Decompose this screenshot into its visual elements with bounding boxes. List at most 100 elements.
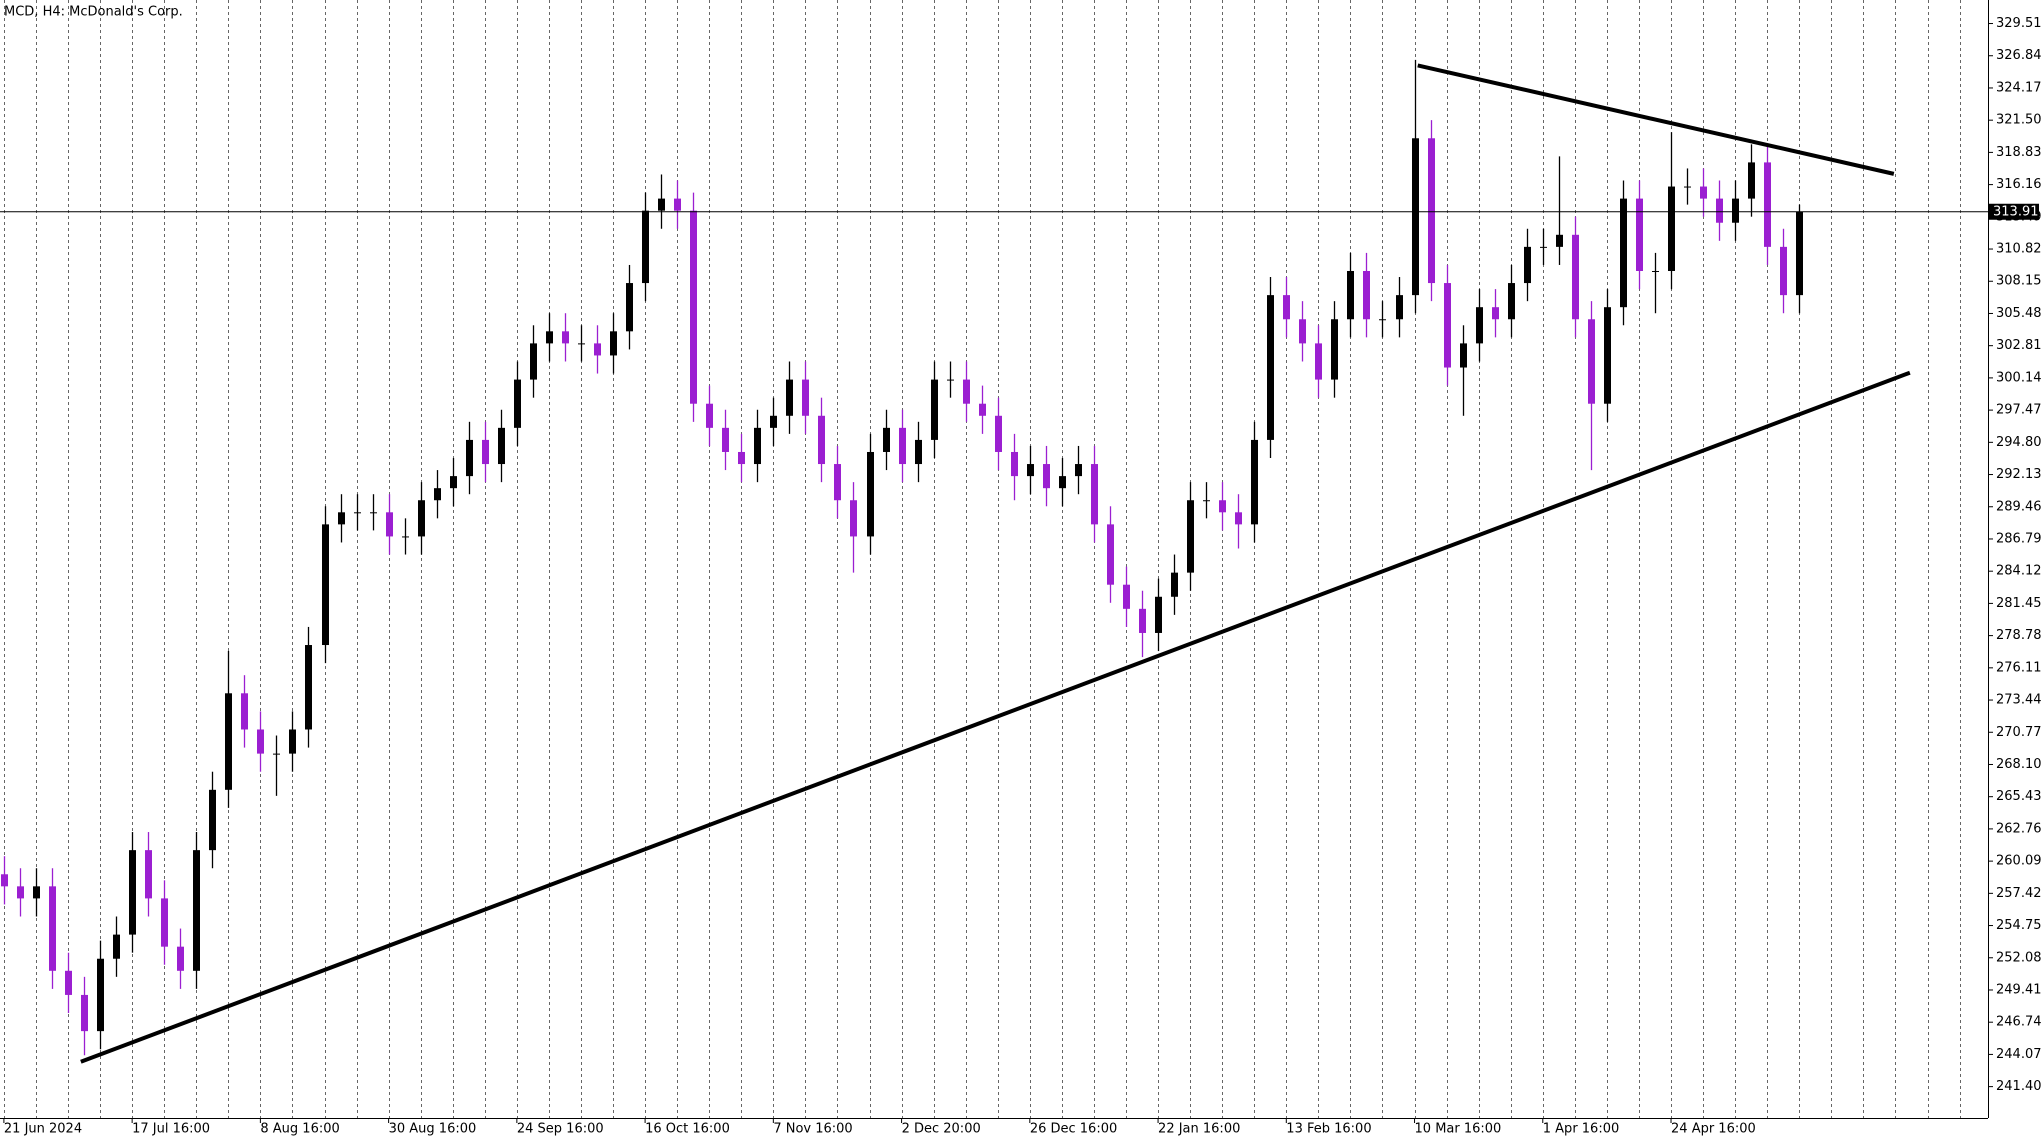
candle-body [33,886,40,899]
candle-body [1027,464,1034,477]
candle-body [450,476,457,489]
y-tick-label: 257.42 [1996,886,2041,901]
candle-body [834,464,841,501]
candle-body [1267,295,1274,440]
chart-title: MCD, H4: McDonald's Corp. [4,5,183,20]
x-tick-label: 1 Apr 16:00 [1543,1122,1620,1137]
candle-body [979,403,986,416]
candle-body [1187,500,1194,573]
candle-body [1171,572,1178,597]
y-tick-label: 289.46 [1996,499,2041,514]
candle-body [738,451,745,465]
candle-body [1764,162,1771,247]
y-tick-label: 326.84 [1996,48,2041,63]
trendline [80,370,1911,1064]
candle-body [65,970,72,995]
candle-body [1652,270,1659,272]
candle-body [1572,234,1579,320]
candle-body [1059,476,1066,489]
y-tick-label: 241.40 [1996,1079,2041,1094]
y-tick-label: 310.82 [1996,242,2041,257]
y-tick-label: 284.12 [1996,564,2041,579]
y-tick-label: 308.15 [1996,274,2041,289]
candle-body [370,512,377,514]
y-tick-label: 262.76 [1996,821,2041,836]
candle-body [915,439,922,465]
candle-body [802,379,809,416]
y-tick-label: 246.74 [1996,1015,2041,1030]
candle-body [754,427,761,465]
candle-body [225,693,232,790]
candle-body [867,451,874,537]
candle-body [209,789,216,851]
candle-body [770,415,777,428]
y-tick-label: 318.83 [1996,145,2041,160]
y-tick-label: 278.78 [1996,628,2041,643]
x-tick-label: 26 Dec 16:00 [1030,1122,1117,1137]
candle-body [257,729,264,754]
candle-body [354,512,361,514]
candle-body [1508,283,1515,320]
y-tick-label: 273.44 [1996,693,2041,708]
last-price-label: 313.91 [1993,204,2039,219]
candle-body [610,331,617,356]
y-tick-label: 286.79 [1996,531,2041,546]
y-tick-label: 292.13 [1996,467,2041,482]
candle-body [289,729,296,754]
candle-body [1412,138,1419,296]
candle-body [241,693,248,730]
candle-body [1251,439,1258,525]
y-tick-label: 260.09 [1996,854,2041,869]
candle-body [1235,512,1242,525]
candle-body [1091,464,1098,525]
candle-body [1620,198,1627,308]
y-tick-label: 252.08 [1996,950,2041,965]
candle-body [1444,283,1451,368]
candle-body [17,886,24,899]
candle-body [322,524,329,646]
candle-body [1428,138,1435,284]
y-tick-label: 281.45 [1996,596,2041,611]
last-price-box [1989,203,2039,220]
candle-body [434,488,441,501]
y-tick-label: 294.80 [1996,435,2041,450]
x-tick-label: 2 Dec 20:00 [902,1122,981,1137]
candle-body [145,850,152,899]
candle-body [1588,319,1595,404]
candle-body [1524,246,1531,284]
candle-body [1668,186,1675,271]
candle-body [722,427,729,452]
candle-body [642,210,649,284]
candle-body [1331,319,1338,380]
y-tick-label: 300.14 [1996,370,2041,385]
candle-body [1203,500,1210,502]
candle-body [1556,234,1563,247]
x-tick-label: 8 Aug 16:00 [260,1122,339,1137]
y-tick-label: 254.75 [1996,918,2041,933]
y-tick-label: 321.50 [1996,113,2041,128]
candle-body [498,427,505,465]
y-tick-label: 324.17 [1996,80,2041,95]
candle-body [947,379,954,381]
y-tick-label: 265.43 [1996,789,2041,804]
x-tick-label: 21 Jun 2024 [4,1122,82,1137]
candle-body [1540,246,1547,248]
trendline [1417,63,1895,176]
candle-body [706,403,713,428]
candle-body [1492,307,1499,320]
candle-body [594,343,601,356]
candle-body [530,343,537,380]
candle-body [1379,319,1386,321]
candle-body [49,886,56,971]
y-tick-label: 249.41 [1996,982,2041,997]
candle-body [931,379,938,440]
candle-body [1219,500,1226,513]
candle-body [193,850,200,971]
candle-body [177,946,184,971]
candle-body [1476,307,1483,344]
candle-body [129,850,136,935]
candle-body [418,500,425,537]
candle-body [786,379,793,416]
candle-body [1604,307,1611,404]
